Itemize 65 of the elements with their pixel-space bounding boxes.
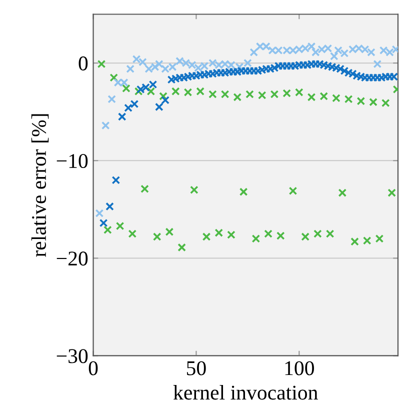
- point: [146, 87, 156, 96]
- point: [122, 84, 130, 93]
- point: [239, 188, 248, 196]
- point: [276, 232, 285, 240]
- point: [208, 90, 217, 98]
- point: [159, 92, 168, 100]
- point: [264, 230, 272, 238]
- point: [214, 228, 224, 237]
- point: [381, 98, 390, 108]
- y-axis-title: relative error [%]: [31, 114, 49, 257]
- point: [356, 96, 366, 106]
- point: [101, 121, 110, 130]
- point: [338, 188, 347, 197]
- point: [301, 232, 310, 241]
- point: [294, 88, 304, 96]
- point: [184, 88, 192, 96]
- point: [307, 93, 316, 102]
- point: [165, 228, 174, 236]
- point: [258, 91, 266, 100]
- point: [202, 232, 211, 241]
- point: [314, 230, 322, 238]
- point: [252, 234, 260, 243]
- point: [344, 94, 353, 104]
- point: [375, 234, 384, 243]
- point: [220, 90, 230, 98]
- point: [282, 89, 291, 98]
- point: [140, 184, 149, 194]
- y-tick-label: 0: [78, 56, 88, 70]
- point: [128, 230, 137, 238]
- x-tick-label: 100: [285, 361, 314, 376]
- point: [190, 186, 198, 194]
- x-axis-title: kernel invocation: [173, 385, 318, 400]
- y-tick-label: −10: [56, 154, 88, 168]
- point: [196, 87, 204, 96]
- x-tick-label: 50: [187, 361, 206, 376]
- point: [152, 232, 162, 241]
- point: [330, 52, 338, 60]
- point: [288, 186, 298, 196]
- point: [178, 243, 186, 252]
- point: [116, 222, 124, 230]
- point: [110, 74, 118, 82]
- point: [326, 230, 334, 238]
- y-tick-label: −20: [56, 252, 88, 266]
- point: [227, 230, 236, 239]
- point: [95, 209, 104, 218]
- point: [350, 237, 359, 246]
- point: [171, 87, 180, 96]
- point: [332, 94, 340, 102]
- point: [362, 236, 372, 245]
- point: [154, 60, 164, 68]
- point: [388, 188, 396, 197]
- y-tick-label: −30: [56, 349, 88, 364]
- point: [244, 58, 252, 68]
- point: [369, 98, 378, 106]
- point: [320, 92, 328, 100]
- point: [108, 94, 116, 104]
- point: [250, 48, 258, 56]
- point: [126, 64, 134, 74]
- point: [104, 226, 112, 234]
- point: [270, 90, 279, 98]
- point: [97, 60, 106, 68]
- point: [373, 60, 382, 68]
- point: [233, 93, 242, 102]
- x-tick-label: 0: [88, 361, 98, 376]
- point: [246, 90, 254, 98]
